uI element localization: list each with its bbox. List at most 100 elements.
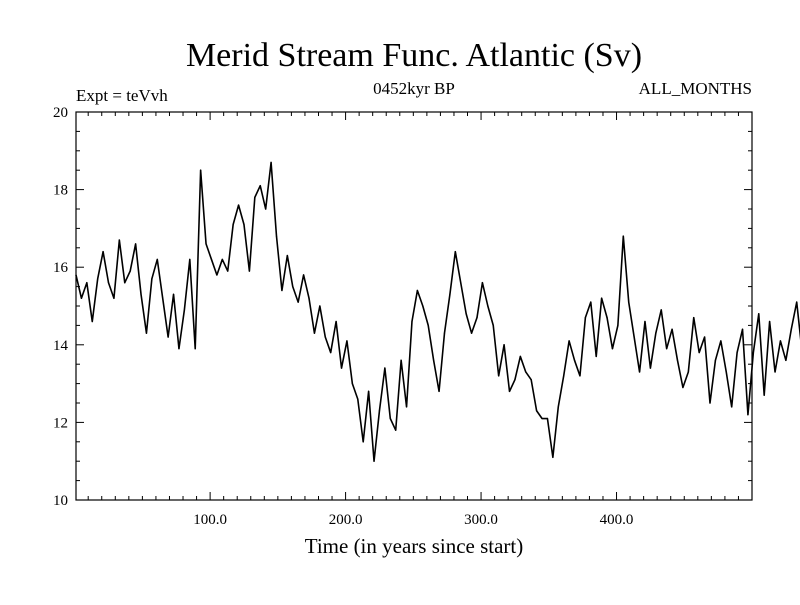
data-point bbox=[628, 301, 630, 303]
y-tick-label: 10 bbox=[53, 493, 68, 509]
y-axis: 10 12 14 16 18 20 bbox=[53, 105, 752, 509]
data-point bbox=[779, 340, 782, 342]
chart-title: Merid Stream Func. Atlantic (Sv) bbox=[186, 37, 642, 74]
data-point bbox=[172, 293, 175, 295]
data-point bbox=[481, 282, 484, 284]
data-point bbox=[411, 320, 413, 323]
data-point bbox=[145, 332, 148, 334]
data-point bbox=[400, 359, 402, 361]
data-point bbox=[785, 359, 787, 361]
data-point bbox=[308, 297, 310, 299]
data-point bbox=[682, 386, 684, 389]
data-point bbox=[476, 317, 478, 319]
data-point bbox=[525, 371, 527, 373]
y-tick-label: 16 bbox=[53, 260, 69, 276]
chart-subtitle: 0452kyr BP bbox=[373, 79, 455, 98]
data-point bbox=[687, 371, 689, 373]
data-point bbox=[140, 293, 142, 295]
data-point bbox=[221, 258, 223, 261]
data-point bbox=[227, 270, 229, 272]
data-point bbox=[129, 270, 131, 272]
data-point bbox=[265, 208, 267, 210]
data-point bbox=[530, 379, 532, 381]
data-point bbox=[395, 429, 397, 431]
data-point bbox=[622, 235, 624, 237]
data-point bbox=[617, 324, 619, 326]
data-point bbox=[606, 317, 608, 319]
data-point bbox=[302, 274, 305, 276]
data-point bbox=[769, 320, 771, 323]
data-point bbox=[216, 274, 218, 276]
data-point bbox=[460, 282, 462, 284]
data-point bbox=[86, 282, 88, 284]
data-point bbox=[232, 223, 234, 226]
data-point bbox=[763, 394, 765, 396]
experiment-label: Expt = teVvh bbox=[76, 86, 168, 105]
data-point bbox=[335, 320, 337, 323]
data-point bbox=[156, 258, 158, 261]
data-point bbox=[259, 185, 261, 187]
data-point bbox=[758, 313, 760, 315]
data-point bbox=[427, 324, 429, 326]
data-point bbox=[731, 406, 733, 408]
data-point bbox=[422, 305, 424, 307]
data-point bbox=[774, 371, 776, 373]
data-point bbox=[752, 351, 754, 354]
data-point bbox=[384, 367, 386, 369]
data-point bbox=[405, 406, 408, 408]
y-tick-label: 18 bbox=[53, 183, 68, 199]
data-point bbox=[389, 417, 391, 420]
data-point bbox=[275, 235, 278, 237]
y-tick-label: 14 bbox=[53, 338, 69, 354]
data-point bbox=[693, 317, 695, 319]
data-point bbox=[676, 359, 679, 361]
data-point bbox=[563, 375, 565, 377]
data-point bbox=[118, 239, 120, 241]
data-point bbox=[91, 320, 93, 323]
data-point bbox=[579, 375, 581, 377]
data-point bbox=[503, 344, 505, 346]
data-point bbox=[189, 258, 191, 261]
data-point bbox=[449, 293, 451, 295]
data-point bbox=[443, 332, 446, 334]
data-point bbox=[102, 251, 104, 253]
data-point bbox=[178, 348, 180, 350]
data-point bbox=[655, 332, 657, 334]
data-point bbox=[151, 278, 153, 280]
data-point bbox=[519, 355, 521, 358]
data-point bbox=[248, 270, 250, 272]
data-point bbox=[736, 351, 738, 354]
data-point bbox=[590, 301, 592, 303]
period-label: ALL_MONTHS bbox=[639, 79, 752, 98]
data-point bbox=[416, 289, 418, 292]
data-point bbox=[340, 367, 343, 369]
data-point bbox=[135, 243, 137, 245]
data-point bbox=[725, 371, 727, 373]
data-point bbox=[470, 332, 473, 334]
data-point bbox=[297, 301, 299, 303]
data-point bbox=[205, 243, 207, 245]
data-point bbox=[796, 301, 798, 303]
data-point bbox=[319, 305, 321, 307]
data-point bbox=[595, 355, 597, 358]
data-point bbox=[330, 351, 332, 354]
data-point bbox=[660, 309, 662, 311]
data-point bbox=[709, 402, 711, 404]
data-point bbox=[270, 161, 272, 164]
data-point bbox=[254, 196, 256, 198]
data-point bbox=[286, 254, 288, 257]
data-point bbox=[508, 390, 511, 392]
data-point bbox=[378, 410, 381, 412]
data-point bbox=[97, 278, 99, 280]
data-point bbox=[492, 324, 494, 326]
x-tick-label: 200.0 bbox=[329, 512, 363, 528]
data-point bbox=[183, 309, 185, 311]
data-point bbox=[80, 297, 83, 299]
data-point bbox=[357, 398, 359, 400]
data-point bbox=[243, 223, 245, 226]
y-tick-label: 12 bbox=[53, 415, 68, 431]
data-point bbox=[611, 348, 614, 350]
plot-frame bbox=[75, 111, 753, 501]
data-point bbox=[720, 340, 722, 342]
data-point bbox=[633, 336, 635, 338]
